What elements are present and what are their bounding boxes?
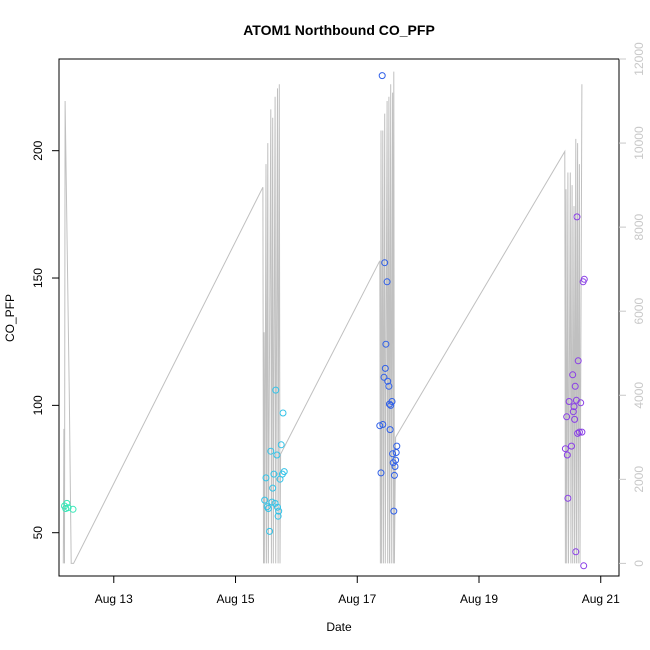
y-axis-left: 50 100 150 200 — [31, 140, 59, 539]
data-point — [571, 415, 579, 423]
plot-frame — [58, 58, 620, 577]
y2-tick-label: 10000 — [632, 126, 646, 160]
data-point — [383, 278, 391, 286]
data-point — [392, 456, 400, 464]
data-point — [573, 213, 581, 221]
data-point — [393, 442, 401, 450]
data-point — [264, 505, 272, 512]
data-point — [272, 386, 280, 394]
y-tick-label: 100 — [31, 395, 45, 415]
data-point — [261, 496, 269, 504]
data-point — [378, 72, 386, 80]
data-point — [572, 548, 580, 556]
data-point — [381, 364, 389, 372]
data-point — [561, 445, 569, 453]
x-tick-label: Aug 13 — [95, 592, 133, 606]
secondary-series-line — [62, 71, 583, 564]
data-point — [262, 474, 270, 482]
data-point — [271, 499, 279, 507]
y-tick-label: 200 — [31, 140, 45, 160]
data-point — [69, 505, 77, 513]
data-point — [580, 275, 588, 283]
x-axis-label: Date — [326, 620, 352, 634]
data-point — [565, 398, 573, 405]
y-tick-label: 150 — [31, 268, 45, 288]
data-point — [269, 484, 277, 492]
data-point — [574, 357, 582, 365]
data-point — [382, 340, 390, 348]
data-point — [580, 562, 588, 570]
data-point — [273, 451, 281, 459]
chart-title: ATOM1 Northbound CO_PFP — [243, 22, 435, 38]
data-point — [384, 377, 392, 385]
data-point — [277, 441, 285, 449]
data-point — [274, 512, 282, 520]
x-axis: Aug 13 Aug 15 Aug 17 Aug 19 Aug 21 — [95, 576, 620, 606]
data-point — [569, 408, 577, 416]
data-point — [263, 503, 271, 511]
data-point — [563, 413, 571, 421]
data-point — [390, 471, 398, 479]
data-point — [570, 403, 578, 411]
data-point — [563, 451, 571, 459]
data-point — [379, 421, 387, 428]
y2-tick-label: 0 — [632, 560, 646, 567]
y-tick-label: 50 — [31, 526, 45, 540]
data-point — [575, 428, 583, 436]
data-point — [274, 503, 281, 511]
y2-tick-label: 6000 — [632, 298, 646, 325]
data-point — [564, 494, 572, 502]
x-tick-label: Aug 19 — [460, 592, 498, 606]
data-point — [387, 401, 395, 409]
data-point — [381, 259, 389, 267]
x-tick-label: Aug 21 — [582, 592, 620, 606]
y2-tick-label: 12000 — [632, 42, 646, 76]
x-tick-label: Aug 17 — [338, 592, 376, 606]
data-point — [279, 409, 287, 417]
data-point — [577, 399, 585, 407]
data-point — [380, 373, 388, 381]
data-point — [385, 382, 393, 390]
data-point — [266, 527, 274, 535]
data-point — [377, 469, 385, 477]
data-point — [267, 447, 275, 455]
data-point — [270, 470, 278, 478]
y2-tick-label: 8000 — [632, 213, 646, 240]
data-point — [386, 426, 394, 434]
data-point — [389, 450, 397, 458]
series-line — [62, 71, 583, 564]
data-point — [574, 429, 582, 437]
data-point — [578, 428, 586, 436]
y2-tick-label: 2000 — [632, 466, 646, 493]
data-point — [388, 398, 396, 405]
data-point — [275, 507, 283, 515]
data-point — [571, 382, 579, 390]
data-point — [63, 499, 71, 507]
y2-tick-label: 4000 — [632, 382, 646, 409]
data-point — [64, 504, 72, 512]
data-point — [390, 507, 398, 515]
x-tick-label: Aug 15 — [216, 592, 254, 606]
data-point — [569, 371, 577, 379]
y-axis-label: CO_PFP — [3, 294, 17, 342]
data-point — [280, 468, 288, 476]
data-point — [268, 498, 276, 506]
scatter-points — [61, 72, 588, 570]
y-axis-right: 0 2000 4000 6000 8000 10000 12000 — [619, 42, 646, 567]
data-point — [568, 442, 575, 450]
